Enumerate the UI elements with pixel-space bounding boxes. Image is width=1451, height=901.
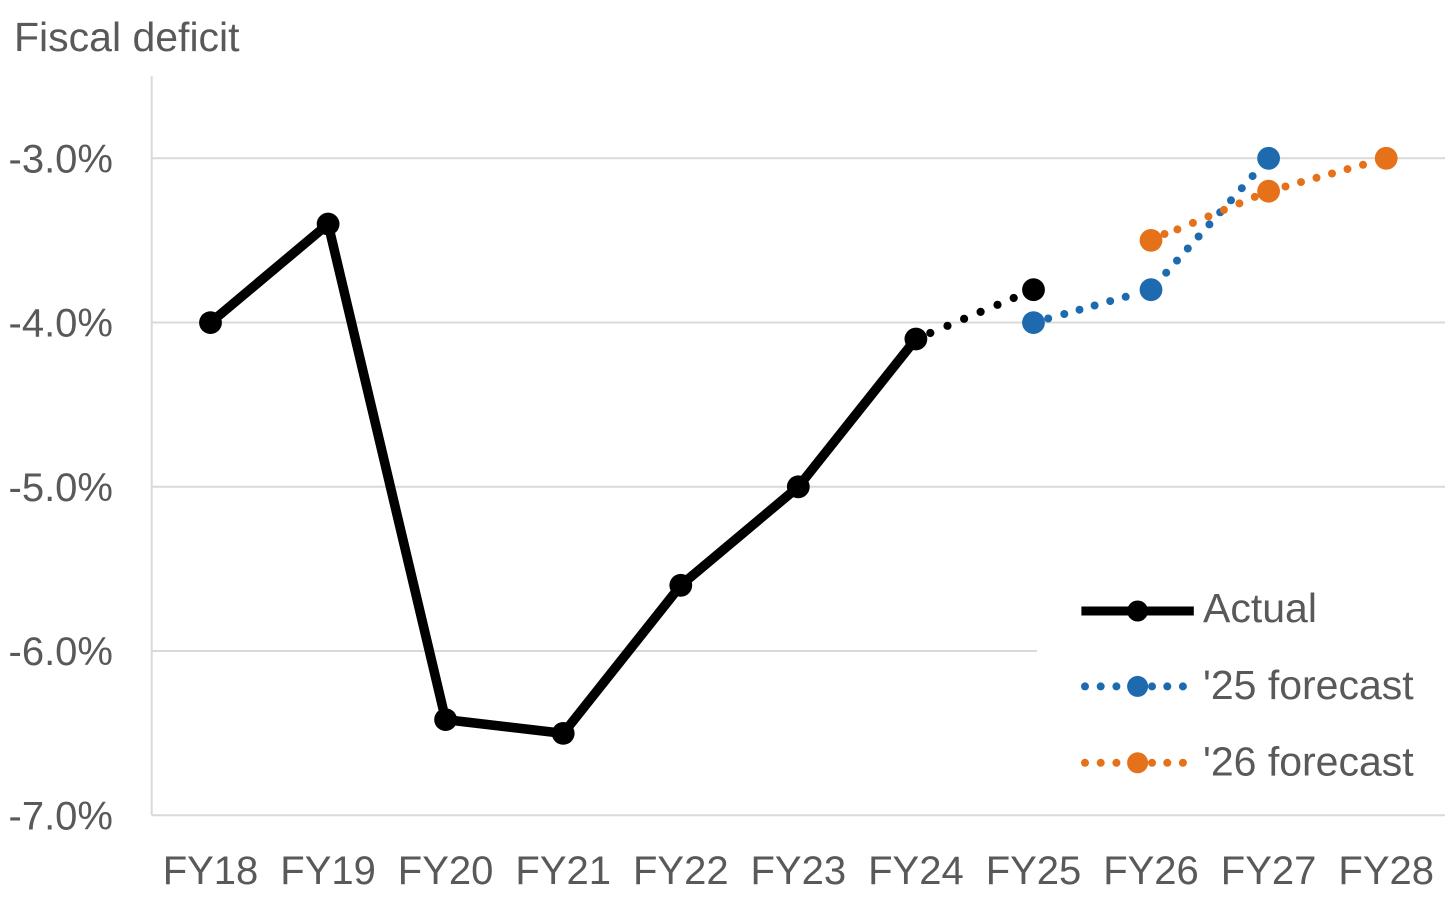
svg-text:FY21: FY21: [515, 849, 611, 893]
svg-text:-7.0%: -7.0%: [9, 794, 114, 838]
svg-text:Actual: Actual: [1203, 585, 1317, 631]
svg-text:-6.0%: -6.0%: [9, 630, 114, 674]
svg-text:FY25: FY25: [986, 849, 1082, 893]
svg-text:'25 forecast: '25 forecast: [1203, 662, 1414, 708]
svg-text:FY20: FY20: [398, 849, 494, 893]
svg-text:FY23: FY23: [750, 849, 846, 893]
svg-text:'26 forecast: '26 forecast: [1203, 738, 1414, 784]
svg-text:FY19: FY19: [280, 849, 376, 893]
svg-text:-3.0%: -3.0%: [9, 137, 114, 181]
svg-text:FY27: FY27: [1221, 849, 1317, 893]
svg-text:FY18: FY18: [163, 849, 259, 893]
svg-text:FY26: FY26: [1103, 849, 1199, 893]
svg-text:-4.0%: -4.0%: [9, 302, 114, 346]
svg-text:FY24: FY24: [868, 849, 964, 893]
svg-text:FY22: FY22: [633, 849, 729, 893]
svg-text:FY28: FY28: [1338, 849, 1434, 893]
svg-text:Fiscal deficit: Fiscal deficit: [14, 14, 240, 60]
svg-text:-5.0%: -5.0%: [9, 466, 114, 510]
